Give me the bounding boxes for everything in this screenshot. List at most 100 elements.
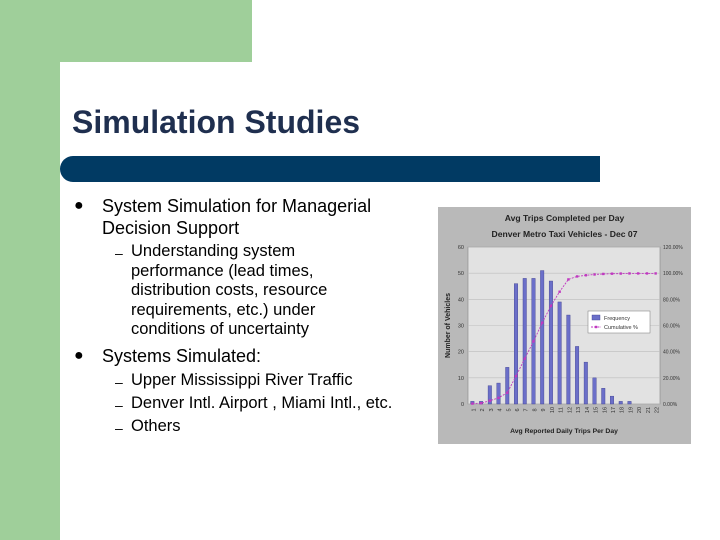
y2-tick-label: 20.00% xyxy=(663,376,681,382)
y-tick-label: 20 xyxy=(458,350,464,356)
y-tick-label: 40 xyxy=(458,297,464,303)
cumulative-point xyxy=(549,304,553,308)
x-tick-label: 6 xyxy=(515,408,521,411)
x-tick-label: 10 xyxy=(550,407,556,413)
x-tick-label: 17 xyxy=(611,407,617,413)
x-tick-label: 19 xyxy=(628,407,634,413)
frequency-bar xyxy=(627,401,632,405)
x-tick-label: 22 xyxy=(655,407,661,413)
frequency-bar xyxy=(496,382,501,405)
cumulative-point xyxy=(532,340,535,343)
cumulative-point xyxy=(602,272,605,276)
cumulative-point xyxy=(645,272,649,275)
sub-1-1-line-3: distribution costs, resource xyxy=(131,281,328,299)
bullet-1-line-1: System Simulation for Managerial xyxy=(102,196,372,216)
title-underline-bar xyxy=(60,156,600,182)
legend-label-cumulative: Cumulative % xyxy=(604,325,638,331)
frequency-bar xyxy=(548,280,553,405)
x-tick-label: 15 xyxy=(594,407,600,413)
frequency-bar xyxy=(522,278,527,405)
legend-swatch-frequency xyxy=(591,314,601,321)
frequency-bar xyxy=(540,270,545,405)
legend-box xyxy=(587,310,651,334)
x-tick-label: 18 xyxy=(620,407,626,413)
chart-subtitle: Denver Metro Taxi Vehicles - Dec 07 xyxy=(491,229,638,239)
cumulative-point xyxy=(610,272,614,275)
cumulative-point xyxy=(654,272,657,275)
x-tick-label: 8 xyxy=(532,408,538,411)
legend-marker-cumulative xyxy=(594,325,598,329)
y-tick-label: 30 xyxy=(458,324,464,330)
x-tick-label: 12 xyxy=(567,407,573,413)
cumulative-point xyxy=(628,272,631,275)
x-tick-label: 21 xyxy=(646,407,652,413)
x-tick-label: 3 xyxy=(489,408,495,411)
frequency-bar xyxy=(601,388,606,405)
left-accent-bar xyxy=(0,0,60,540)
cumulative-point xyxy=(540,321,544,325)
frequency-bar xyxy=(514,283,518,405)
frequency-bar xyxy=(487,385,492,405)
frequency-bar xyxy=(592,377,597,405)
y2-tick-label: 80.00% xyxy=(663,297,681,303)
x-tick-label: 9 xyxy=(541,408,547,411)
bullet-2-line-1: Systems Simulated: xyxy=(102,346,262,366)
sub-1-1-line-4: requirements, etc.) under xyxy=(131,300,316,319)
sub-2-1: Upper Mississippi River Traffic xyxy=(131,371,353,389)
x-tick-label: 16 xyxy=(602,407,608,413)
frequency-bar xyxy=(610,395,614,405)
x-tick-label: 4 xyxy=(498,408,504,411)
cumulative-point xyxy=(575,275,579,278)
top-accent-block xyxy=(0,0,252,62)
chart-plot: 0 10 20 30 40 50 60 0.00% 20.00% 40.00% 60.00% 80.0… xyxy=(445,245,683,435)
bullet-dot-icon: ● xyxy=(74,347,84,364)
cumulative-point xyxy=(567,278,570,281)
x-tick-label: 7 xyxy=(524,408,530,411)
y-tick-label: 0 xyxy=(461,402,464,408)
chart-title: Avg Trips Completed per Day xyxy=(504,213,625,223)
dash-icon: – xyxy=(115,374,123,390)
sub-1-1-line-1: Understanding system xyxy=(131,242,296,260)
y2-tick-label: 60.00% xyxy=(663,324,681,330)
bullet-1-line-2: Decision Support xyxy=(102,218,240,238)
y-tick-label: 60 xyxy=(458,245,464,251)
bullet-dot-icon: ● xyxy=(74,197,84,214)
frequency-bar xyxy=(575,346,580,405)
y2-tick-label: 40.00% xyxy=(663,350,681,356)
cumulative-point xyxy=(471,402,474,405)
cumulative-point xyxy=(636,272,640,275)
cumulative-point xyxy=(514,374,518,378)
dash-icon: – xyxy=(115,420,123,436)
y-axis-label: Number of Vehicles xyxy=(445,293,452,358)
frequency-bar xyxy=(618,401,623,405)
cumulative-point xyxy=(479,402,483,405)
sub-1-1-line-5: conditions of uncertainty xyxy=(131,320,309,338)
y-tick-label: 10 xyxy=(458,376,464,382)
sub-1-1-line-2: performance (lead times, xyxy=(131,261,314,280)
dash-icon: – xyxy=(115,245,123,261)
y2-tick-label: 120.00% xyxy=(663,245,683,251)
chart-image: Avg Trips Completed per Day Denver Metro… xyxy=(438,207,691,444)
sub-2-3: Others xyxy=(131,417,181,435)
x-axis-label: Avg Reported Daily Trips Per Day xyxy=(510,428,618,435)
frequency-bar xyxy=(566,314,571,405)
cumulative-point xyxy=(488,399,492,402)
y2-tick-label: 100.00% xyxy=(663,271,683,277)
y2-tick-label: 0.00% xyxy=(663,402,678,408)
cumulative-point xyxy=(497,396,500,400)
cumulative-line xyxy=(472,272,656,405)
frequency-bar xyxy=(583,361,588,405)
x-tick-label: 13 xyxy=(576,407,582,413)
x-tick-label: 20 xyxy=(637,407,643,413)
x-tick-label: 11 xyxy=(559,407,565,413)
x-tick-label: 14 xyxy=(585,407,591,413)
sub-2-2: Denver Intl. Airport , Miami Intl., etc. xyxy=(131,394,393,412)
cumulative-point xyxy=(506,391,509,394)
x-tick-label: 2 xyxy=(480,408,486,411)
cumulative-point xyxy=(584,274,588,277)
x-tick-label: 5 xyxy=(506,408,512,411)
cumulative-point xyxy=(593,273,596,276)
x-tick-label: 1 xyxy=(471,408,477,411)
dash-icon: – xyxy=(115,397,123,413)
frequency-bar xyxy=(505,367,510,405)
